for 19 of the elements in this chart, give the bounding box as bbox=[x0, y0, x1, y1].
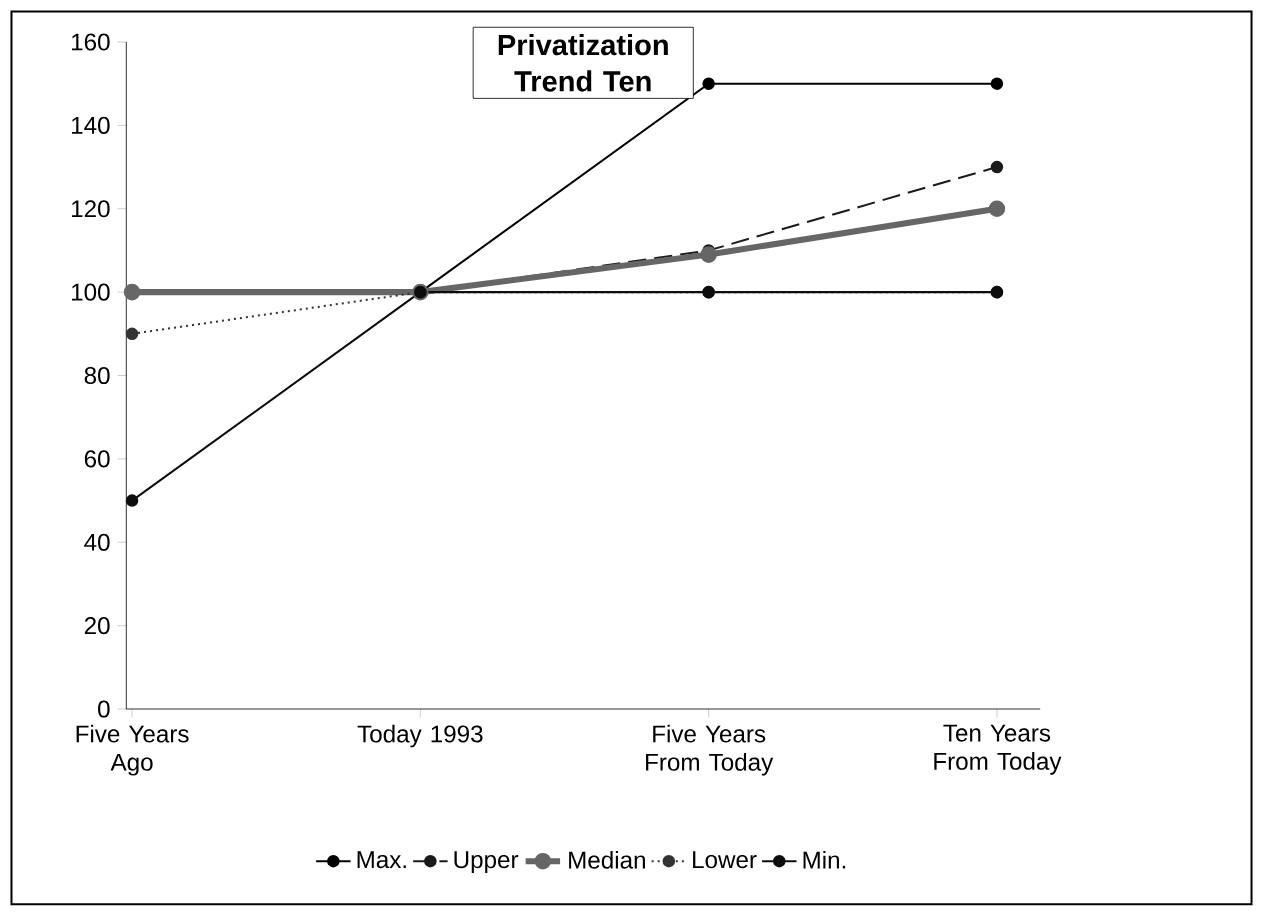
y-tick-label: 60 bbox=[84, 450, 110, 468]
y-tick-label: 20 bbox=[84, 617, 110, 635]
y-tick-label: 160 bbox=[72, 33, 110, 51]
y-tick-label: 140 bbox=[72, 116, 110, 135]
y-tick-label: 120 bbox=[72, 200, 110, 218]
y-tick-label: 0 bbox=[98, 700, 110, 718]
legend-label: Median bbox=[569, 851, 645, 869]
y-tick-label: 80 bbox=[84, 367, 110, 385]
y-tick-label: 40 bbox=[84, 533, 110, 551]
x-tick-label: Today 1993 bbox=[357, 724, 483, 748]
legend-label: Max. bbox=[357, 851, 406, 869]
y-tick-label: 100 bbox=[72, 283, 110, 301]
legend-label: Min. bbox=[803, 851, 846, 869]
x-tick-label: Five Years Ago bbox=[76, 724, 189, 776]
chart-title: Privatization Trend Ten bbox=[498, 34, 668, 92]
legend-label: Lower bbox=[693, 851, 757, 869]
legend-label: Upper bbox=[454, 851, 519, 874]
x-tick-label: Five Years From Today bbox=[646, 724, 774, 776]
x-tick-label: Ten Years From Today bbox=[934, 724, 1062, 775]
